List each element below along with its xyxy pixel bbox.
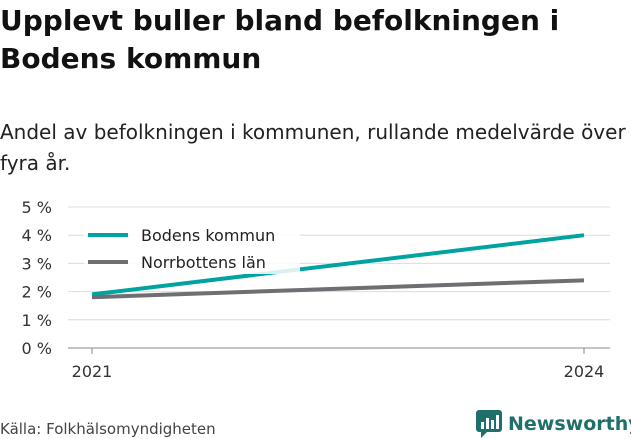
series-line-bodens-kommun (91, 233, 585, 297)
y-tick-label: 4 % (22, 226, 52, 245)
legend-background (84, 220, 300, 274)
chart-title: Upplevt buller bland befolkningen i Bode… (0, 4, 560, 75)
line-chart: 0 % 1 % 2 % 3 % 4 % 5 % 2021 2024 Bodens kommun N… (22, 198, 610, 381)
y-tick-label: 3 % (22, 254, 52, 273)
y-tick-label: 1 % (22, 311, 52, 330)
brand-name: Newsworthy (508, 413, 631, 435)
x-tick-label: 2024 (564, 362, 605, 381)
legend-label: Bodens kommun (141, 226, 275, 245)
legend-label: Norrbottens län (141, 253, 266, 272)
newsworthy-logo[interactable]: Newsworthy (476, 409, 631, 439)
chart-subtitle: Andel av befolkningen i kommunen, rullan… (0, 120, 626, 175)
bar-chart-chat-icon (476, 410, 502, 438)
y-tick-label: 2 % (22, 283, 52, 302)
y-tick-label: 0 % (22, 339, 52, 358)
series-line-norrbottens-lan (91, 278, 585, 300)
x-tick-label: 2021 (72, 362, 113, 381)
y-tick-label: 5 % (22, 198, 52, 217)
source-note: Källa: Folkhälsomyndigheten (0, 420, 216, 438)
